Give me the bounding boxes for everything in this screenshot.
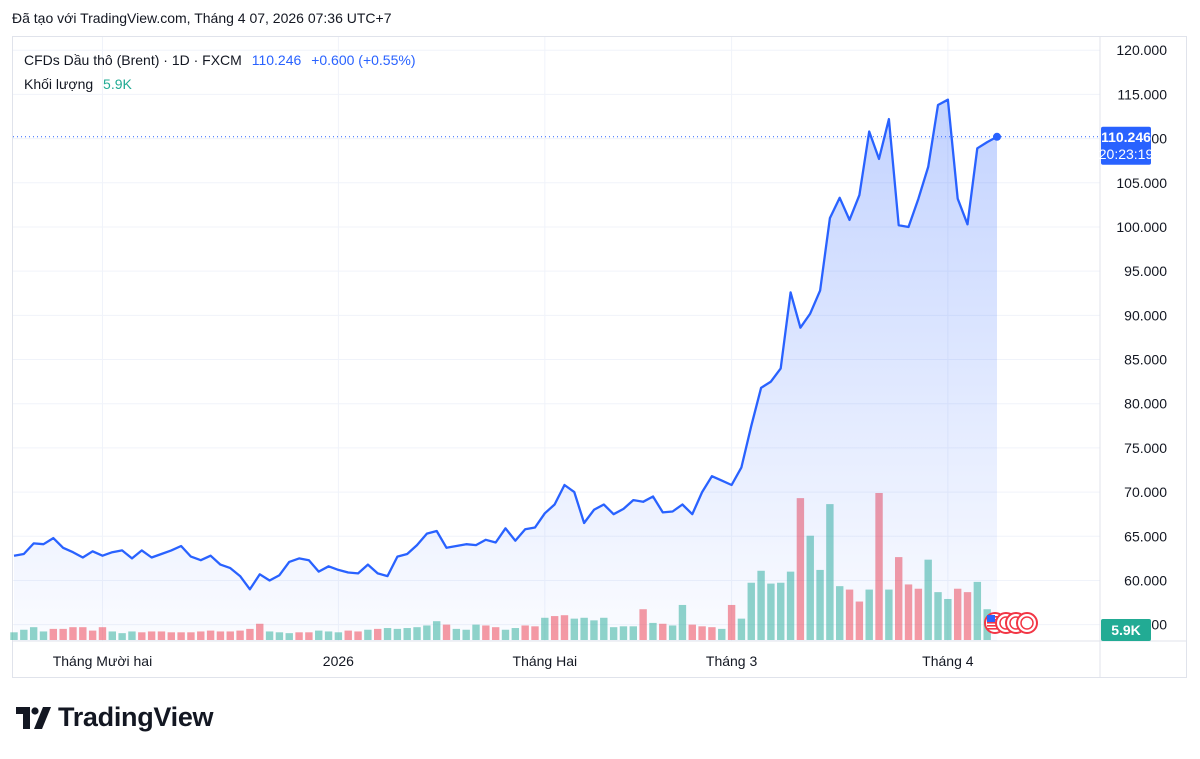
chart-legend: CFDs Dầu thô (Brent) · 1D · FXCM 110.246…: [24, 48, 415, 96]
legend-row-symbol: CFDs Dầu thô (Brent) · 1D · FXCM 110.246…: [24, 48, 415, 72]
volume-badge: 5.9K: [1101, 619, 1151, 641]
tradingview-logo-icon: [16, 706, 51, 729]
y-tick-label: 105.000: [1116, 175, 1167, 191]
x-tick-label: 2026: [323, 653, 354, 669]
created-with-caption: Đã tạo với TradingView.com, Tháng 4 07, …: [12, 10, 392, 26]
volume-value: 5.9K: [103, 76, 132, 92]
price-line: [13, 98, 998, 591]
logo-text: TradingView: [58, 702, 214, 732]
y-tick-label: 75.000: [1124, 440, 1167, 456]
volume-label[interactable]: Khối lượng: [24, 76, 94, 92]
y-tick-label: 60.000: [1124, 572, 1167, 588]
x-tick-label: Tháng Mười hai: [53, 653, 152, 669]
x-tick-label: Tháng Hai: [513, 653, 578, 669]
y-tick-label: 65.000: [1124, 528, 1167, 544]
chart-frame[interactable]: [12, 36, 1187, 678]
y-tick-label: 120.000: [1116, 42, 1167, 58]
price-area-fill: [14, 99, 997, 641]
price-area: [13, 98, 1100, 641]
price-badge-countdown: 20:23:19: [1099, 146, 1154, 162]
symbol-label[interactable]: CFDs Dầu thô (Brent) · 1D · FXCM: [24, 52, 242, 68]
us-flag-event-icon[interactable]: [1016, 612, 1038, 634]
y-tick-label: 85.000: [1124, 352, 1167, 368]
x-tick-label: Tháng 3: [706, 653, 758, 669]
y-tick-label: 80.000: [1124, 396, 1167, 412]
y-tick-label: 115.000: [1117, 86, 1167, 102]
y-tick-label: 100.000: [1116, 219, 1167, 235]
legend-row-volume: Khối lượng 5.9K: [24, 72, 415, 96]
y-tick-label: 90.000: [1124, 307, 1167, 323]
tradingview-logo[interactable]: TradingView: [16, 702, 214, 733]
last-price-dot: [993, 132, 1001, 141]
x-axis: Tháng Mười hai 2026 Tháng Hai Tháng 3 Tháng …: [53, 653, 974, 669]
last-price: 110.246: [251, 52, 302, 68]
price-change: +0.600 (+0.55%): [311, 52, 416, 68]
price-badge-value: 110.246: [1101, 129, 1151, 145]
y-tick-label: 70.000: [1124, 484, 1167, 500]
volume-badge-value: 5.9K: [1111, 622, 1141, 638]
x-tick-label: Tháng 4: [922, 653, 974, 669]
y-tick-label: 95.000: [1124, 263, 1167, 279]
